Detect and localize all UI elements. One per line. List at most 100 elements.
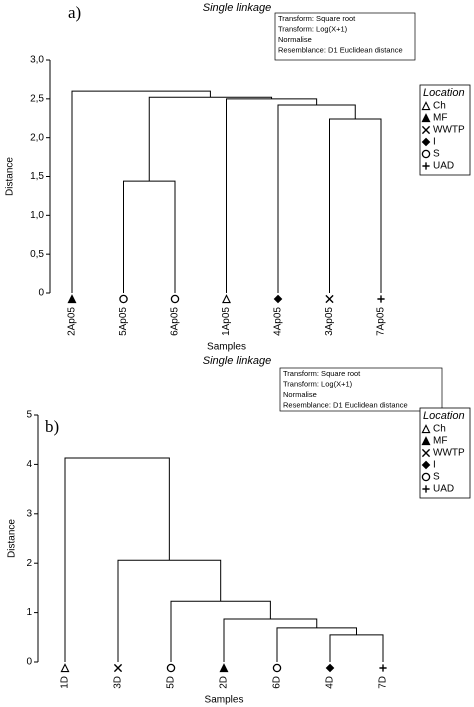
leaf-label: 4Ap05 bbox=[273, 307, 284, 336]
note: Transform: Log(X+1) bbox=[283, 379, 353, 388]
dendrogram-link bbox=[123, 180, 176, 293]
legend-label: UAD bbox=[433, 484, 454, 495]
leaf-label: 7D bbox=[378, 676, 389, 689]
y-tick-label: 3,0 bbox=[30, 55, 44, 66]
legend-marker bbox=[421, 101, 431, 111]
y-tick-label: 1 bbox=[26, 607, 32, 618]
dendrogram-link bbox=[329, 118, 382, 293]
legend-title: Location bbox=[423, 410, 465, 422]
dendrogram-link bbox=[223, 618, 318, 662]
note: Resemblance: D1 Euclidean distance bbox=[278, 45, 403, 54]
dendrogram-link bbox=[71, 90, 211, 293]
leaf-label: 3Ap05 bbox=[324, 307, 335, 336]
legend-label: MF bbox=[433, 113, 447, 124]
notes-box bbox=[274, 12, 416, 61]
legend-marker bbox=[421, 448, 431, 458]
y-tick-label: 4 bbox=[26, 459, 32, 470]
y-tick-label: 2,0 bbox=[30, 132, 44, 143]
y-tick-label: 1,0 bbox=[30, 210, 44, 221]
legend-label: UAD bbox=[433, 161, 454, 172]
note: Transform: Log(X+1) bbox=[278, 24, 348, 33]
note: Normalise bbox=[283, 390, 317, 399]
y-tick-label: 1,5 bbox=[30, 171, 44, 182]
note: Transform: Square root bbox=[283, 369, 361, 378]
dendrogram-link bbox=[226, 98, 318, 293]
y-tick-label: 3 bbox=[26, 508, 32, 519]
y-tick-label: 2,5 bbox=[30, 93, 44, 104]
x-axis-label: Samples bbox=[205, 695, 244, 706]
legend-box bbox=[419, 84, 471, 176]
y-tick-label: 0 bbox=[26, 657, 32, 668]
y-tick-label: 0,5 bbox=[30, 249, 44, 260]
leaf-label: 1D bbox=[60, 676, 71, 689]
legend-marker bbox=[421, 436, 431, 446]
marker bbox=[377, 295, 385, 303]
leaf-label: 1Ap05 bbox=[221, 307, 232, 336]
panel-label: a) bbox=[68, 3, 81, 22]
legend-label: WWTP bbox=[433, 448, 465, 459]
legend-marker bbox=[422, 485, 430, 493]
note: Transform: Square root bbox=[278, 14, 356, 23]
legend-marker bbox=[421, 472, 431, 482]
legend-marker bbox=[421, 424, 431, 434]
dendrogram-link bbox=[148, 96, 273, 182]
y-tick-label: 2 bbox=[26, 558, 32, 569]
notes-box bbox=[279, 367, 443, 412]
panel-label: b) bbox=[45, 417, 59, 436]
dendrogram-link bbox=[276, 627, 357, 662]
x-axis-label: Samples bbox=[207, 342, 246, 353]
legend-marker bbox=[421, 125, 431, 135]
legend-title: Location bbox=[423, 87, 465, 99]
leaf-label: 6D bbox=[272, 676, 283, 689]
legend-label: S bbox=[433, 472, 440, 483]
leaf-label: 4D bbox=[325, 676, 336, 689]
legend-marker bbox=[421, 460, 431, 470]
marker bbox=[272, 663, 282, 673]
y-axis-label: Distance bbox=[5, 157, 16, 196]
legend-label: I bbox=[433, 460, 436, 471]
dendrogram-link bbox=[64, 457, 170, 662]
marker bbox=[119, 294, 128, 304]
marker bbox=[325, 294, 334, 304]
marker bbox=[166, 663, 176, 673]
legend-marker bbox=[421, 137, 431, 147]
chart-title: Single linkage bbox=[203, 2, 272, 14]
legend-label: MF bbox=[433, 436, 447, 447]
chart-title: Single linkage bbox=[203, 355, 272, 367]
y-tick-label: 5 bbox=[26, 410, 32, 421]
legend-marker bbox=[422, 162, 430, 170]
legend-label: WWTP bbox=[433, 125, 465, 136]
dendrogram-link bbox=[277, 104, 356, 293]
dendrogram-link bbox=[170, 600, 271, 662]
marker bbox=[325, 663, 335, 673]
legend-label: S bbox=[433, 149, 440, 160]
marker bbox=[60, 663, 70, 673]
legend-label: I bbox=[433, 137, 436, 148]
marker bbox=[273, 294, 283, 304]
leaf-label: 2D bbox=[219, 676, 230, 689]
y-axis-label: Distance bbox=[7, 519, 18, 558]
leaf-label: 5D bbox=[166, 676, 177, 689]
y-tick-label: 0 bbox=[38, 288, 44, 299]
legend-marker bbox=[421, 113, 431, 123]
dendrogram-link bbox=[117, 559, 222, 662]
marker bbox=[113, 663, 123, 673]
legend-marker bbox=[421, 149, 431, 159]
marker bbox=[67, 294, 77, 304]
leaf-label: 6Ap05 bbox=[170, 307, 181, 336]
note: Resemblance: D1 Euclidean distance bbox=[283, 400, 408, 409]
leaf-label: 7Ap05 bbox=[376, 307, 387, 336]
leaf-label: 5Ap05 bbox=[118, 307, 129, 336]
marker bbox=[170, 294, 180, 304]
leaf-label: 2Ap05 bbox=[67, 307, 78, 336]
legend-label: Ch bbox=[433, 424, 446, 435]
marker bbox=[222, 294, 231, 304]
marker bbox=[379, 664, 387, 672]
leaf-label: 3D bbox=[113, 676, 124, 689]
marker bbox=[219, 663, 229, 673]
legend-label: Ch bbox=[433, 101, 446, 112]
dendrogram-link bbox=[329, 634, 384, 662]
note: Normalise bbox=[278, 35, 312, 44]
legend-box bbox=[419, 407, 471, 499]
